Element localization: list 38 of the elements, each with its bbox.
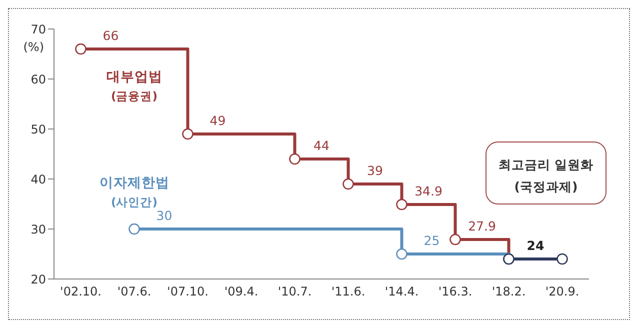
x-tick-label: '20.9. — [545, 284, 580, 299]
x-tick-label: '18.2. — [492, 284, 526, 299]
point — [289, 153, 300, 165]
y-tick-label: 20 — [30, 272, 46, 286]
data-label: 27.9 — [468, 218, 496, 234]
data-label: 34.9 — [414, 184, 442, 198]
data-label: 24 — [526, 238, 544, 253]
y-tick-label: 30 — [30, 222, 46, 236]
series-label: 대부업법 (금융권) — [106, 69, 162, 103]
x-tick-label: '16.3. — [438, 284, 472, 299]
data-label: 44 — [314, 138, 330, 153]
point — [128, 223, 140, 235]
data-label: 30 — [156, 208, 172, 223]
data-label: 39 — [367, 163, 383, 178]
y-tick-label: 60 — [30, 72, 46, 86]
point — [182, 128, 194, 140]
x-tick-label: '10.7. — [278, 284, 312, 299]
series-label: 이자제한법 (사인간) — [99, 175, 170, 209]
x-tick-label: '07.10. — [167, 284, 208, 299]
y-tick-label: 50 — [30, 122, 46, 136]
x-tick-label: '07.6. — [117, 284, 152, 299]
x-tick-label: '09.4. — [224, 284, 258, 299]
x-tick-label: '11.6. — [331, 284, 366, 299]
point — [396, 198, 408, 210]
point — [75, 43, 86, 55]
data-label: 25 — [424, 233, 440, 248]
point — [556, 253, 568, 265]
data-label: 49 — [210, 113, 226, 128]
point — [450, 234, 461, 246]
data-label: 66 — [102, 28, 119, 43]
annotation: 최고금리 일원화 (국정과제) — [498, 157, 594, 194]
x-tick-label: '14.4. — [384, 284, 419, 299]
y-tick-label: 40 — [30, 172, 46, 186]
point — [342, 178, 354, 190]
point — [396, 248, 408, 260]
x-tick-label: '02.10. — [60, 284, 102, 299]
y-axis-title: (%) — [23, 40, 44, 54]
y-tick-label: 70 — [30, 22, 46, 36]
